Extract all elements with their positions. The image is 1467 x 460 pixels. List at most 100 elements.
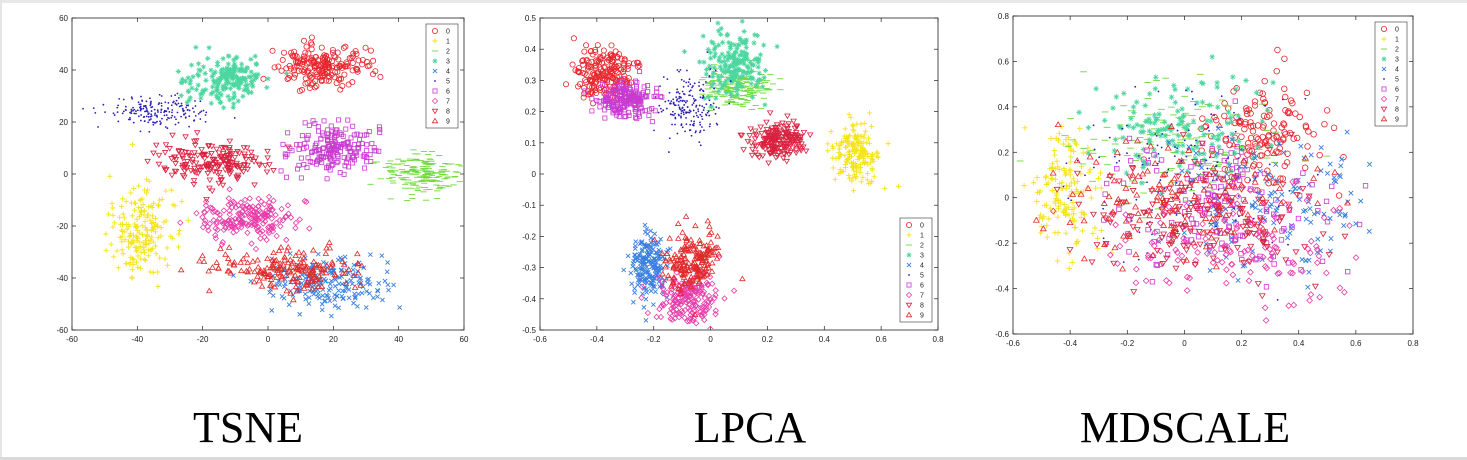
data-point bbox=[313, 60, 320, 67]
data-point bbox=[241, 206, 249, 213]
y-tick-label: 0.3 bbox=[525, 76, 537, 85]
data-point bbox=[1216, 161, 1219, 164]
data-point bbox=[701, 59, 707, 65]
data-point bbox=[1344, 129, 1350, 135]
data-point bbox=[753, 133, 761, 140]
data-point bbox=[241, 196, 249, 204]
data-point bbox=[1164, 125, 1171, 131]
data-point bbox=[264, 148, 271, 155]
data-point bbox=[303, 144, 309, 150]
data-point bbox=[191, 142, 199, 149]
data-point bbox=[633, 267, 639, 273]
data-point bbox=[231, 94, 238, 100]
data-point bbox=[1219, 130, 1226, 137]
data-point bbox=[695, 104, 698, 107]
data-point bbox=[1308, 219, 1314, 225]
data-point bbox=[761, 42, 767, 48]
data-point bbox=[737, 35, 743, 41]
data-point bbox=[666, 255, 673, 262]
data-point bbox=[340, 261, 348, 268]
data-point bbox=[741, 61, 747, 67]
data-point bbox=[770, 146, 778, 153]
data-point bbox=[1154, 133, 1157, 135]
data-point bbox=[744, 63, 750, 69]
data-point bbox=[204, 170, 212, 177]
legend-marker-8 bbox=[431, 108, 439, 115]
data-point bbox=[244, 87, 250, 94]
data-point bbox=[682, 234, 689, 240]
data-point bbox=[1088, 195, 1095, 201]
data-point bbox=[181, 107, 184, 110]
data-point bbox=[1193, 221, 1200, 227]
y-tick-label: 0.4 bbox=[998, 103, 1010, 112]
series-5-points bbox=[82, 92, 236, 133]
data-point bbox=[375, 294, 380, 300]
data-point bbox=[670, 274, 678, 281]
data-point bbox=[711, 245, 718, 251]
data-point bbox=[806, 132, 814, 139]
data-point bbox=[1069, 259, 1076, 266]
data-point bbox=[1141, 161, 1148, 168]
data-point bbox=[1316, 151, 1323, 159]
data-point bbox=[1066, 167, 1072, 173]
data-point bbox=[589, 108, 595, 114]
data-point bbox=[1086, 169, 1092, 176]
data-point bbox=[674, 256, 681, 263]
legend-marker-9 bbox=[905, 311, 913, 318]
data-point bbox=[294, 59, 301, 66]
y-tick-label: -0.2 bbox=[522, 232, 536, 241]
data-point bbox=[654, 85, 660, 91]
data-point bbox=[712, 102, 715, 105]
data-point bbox=[676, 291, 683, 298]
data-point bbox=[204, 114, 207, 116]
data-point bbox=[625, 109, 631, 115]
data-point bbox=[251, 182, 258, 189]
data-point bbox=[691, 259, 698, 266]
data-point bbox=[742, 41, 749, 47]
data-point bbox=[677, 256, 685, 263]
data-point bbox=[143, 257, 149, 263]
data-point bbox=[784, 113, 791, 120]
data-point bbox=[280, 141, 286, 147]
data-point bbox=[1151, 233, 1153, 236]
data-point bbox=[344, 279, 350, 284]
data-point bbox=[687, 111, 690, 114]
data-point bbox=[336, 305, 342, 311]
data-point bbox=[725, 57, 731, 63]
data-point bbox=[642, 286, 647, 292]
data-point bbox=[195, 82, 201, 88]
data-point bbox=[205, 267, 212, 274]
data-point bbox=[243, 251, 251, 258]
data-point bbox=[123, 198, 129, 204]
data-point bbox=[1171, 82, 1177, 89]
data-point bbox=[296, 146, 302, 152]
data-point bbox=[675, 295, 682, 302]
series-9-points bbox=[177, 239, 366, 303]
data-point bbox=[1223, 206, 1229, 212]
data-point bbox=[152, 121, 154, 124]
data-point bbox=[690, 134, 693, 137]
data-point bbox=[722, 70, 729, 76]
data-point bbox=[194, 114, 197, 117]
data-point bbox=[302, 281, 310, 288]
data-point bbox=[677, 104, 680, 107]
data-point bbox=[1292, 186, 1298, 192]
data-point bbox=[333, 277, 338, 283]
data-point bbox=[112, 112, 115, 115]
data-point bbox=[302, 120, 308, 126]
data-point bbox=[234, 164, 241, 171]
data-point bbox=[744, 56, 751, 62]
data-point bbox=[184, 116, 187, 119]
data-point bbox=[136, 109, 139, 112]
data-point bbox=[1166, 139, 1172, 145]
data-point bbox=[600, 81, 605, 87]
data-point bbox=[104, 111, 106, 114]
data-point bbox=[1174, 148, 1180, 155]
legend-marker-1 bbox=[906, 232, 912, 238]
data-point bbox=[660, 302, 667, 309]
data-point bbox=[1061, 201, 1068, 208]
data-point bbox=[342, 43, 349, 50]
data-point bbox=[1271, 220, 1277, 226]
data-point bbox=[185, 88, 191, 94]
data-point bbox=[665, 263, 670, 269]
